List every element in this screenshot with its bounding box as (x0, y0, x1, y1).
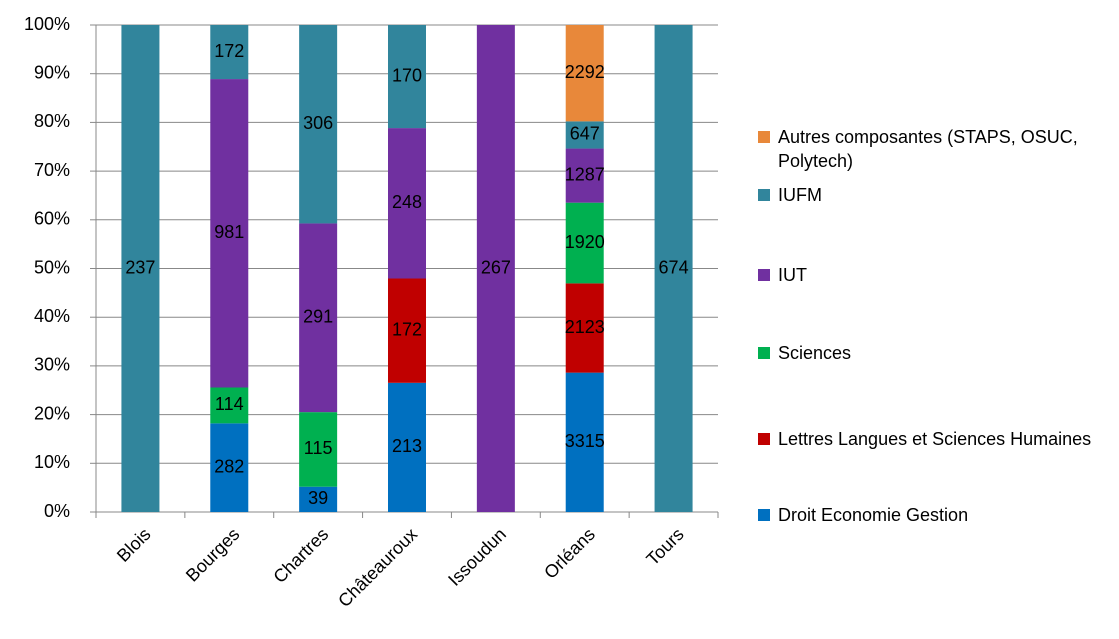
legend-item: IUT (758, 263, 1108, 287)
bar-segment (210, 25, 249, 80)
bar-segment (388, 278, 426, 383)
data-label: 267 (481, 257, 511, 277)
legend-item: Autres composantes (STAPS, OSUC, Polytec… (758, 125, 1108, 173)
bar-segment (210, 423, 249, 512)
x-tick-label: Blois (113, 524, 155, 566)
data-label: 248 (392, 192, 422, 212)
data-label: 291 (303, 307, 333, 327)
legend-item: Sciences (758, 341, 1108, 365)
bar-segment (210, 387, 249, 424)
legend-swatch (758, 189, 770, 201)
x-tick-label: Châteauroux (334, 524, 421, 611)
y-tick-label: 60% (34, 209, 70, 229)
y-tick-label: 10% (34, 452, 70, 472)
data-label: 237 (125, 257, 155, 277)
legend-label: Droit Economie Gestion (778, 505, 969, 525)
data-label: 172 (214, 41, 244, 61)
bar-segment (121, 25, 160, 512)
bar-segment (299, 412, 338, 487)
bar-segment (388, 25, 426, 129)
data-label: 170 (392, 65, 422, 85)
data-label: 172 (392, 319, 422, 339)
y-tick-label: 0% (44, 501, 70, 521)
data-label: 1287 (565, 164, 605, 184)
y-tick-label: 90% (34, 62, 70, 82)
y-tick-label: 40% (34, 306, 70, 326)
y-tick-label: 30% (34, 355, 70, 375)
y-tick-label: 100% (24, 14, 70, 34)
legend-swatch (758, 433, 770, 445)
legend-swatch (758, 269, 770, 281)
legend-label: IUFM (778, 185, 822, 205)
x-tick-label: Issoudun (444, 524, 510, 590)
data-label: 114 (215, 394, 244, 414)
y-tick-label: 80% (34, 111, 70, 131)
data-label: 647 (570, 124, 600, 144)
data-label: 2123 (565, 317, 605, 337)
data-label: 3315 (565, 431, 605, 451)
data-label: 213 (392, 436, 422, 456)
bar-segment (210, 79, 249, 388)
data-label: 1920 (565, 232, 605, 252)
bar-segment (299, 25, 338, 224)
bar-segment (565, 372, 604, 512)
bar-segment (654, 25, 693, 512)
data-label: 306 (303, 113, 333, 133)
bar-segment (299, 486, 338, 512)
data-label: 39 (308, 488, 328, 508)
bar-segment (565, 25, 604, 122)
bar-segment (299, 223, 338, 413)
bar-segment (476, 25, 515, 512)
data-label: 115 (304, 438, 333, 458)
data-label: 2292 (565, 62, 605, 82)
bar-segment (388, 382, 426, 512)
legend-label: IUT (778, 265, 807, 285)
legend-item: Droit Economie Gestion (758, 503, 1108, 527)
bar-segment (388, 128, 426, 279)
legend-item: IUFM (758, 183, 1108, 207)
bar-segment (565, 121, 604, 149)
legend-item: Lettres Langues et Sciences Humaines (758, 427, 1108, 451)
legend-swatch (758, 131, 770, 143)
legend-label: Lettres Langues et Sciences Humaines (778, 429, 1092, 449)
y-tick-label: 50% (34, 257, 70, 277)
bar-segment (565, 202, 604, 284)
y-tick-label: 70% (34, 160, 70, 180)
y-tick-label: 20% (34, 403, 70, 423)
x-tick-label: Orléans (540, 524, 599, 583)
x-tick-label: Bourges (182, 524, 244, 586)
bar-segment (565, 283, 604, 373)
data-label: 282 (214, 456, 244, 476)
legend-label: Autres composantes (STAPS, OSUC, Polytec… (778, 127, 1078, 171)
legend-swatch (758, 347, 770, 359)
data-label: 981 (214, 222, 244, 242)
x-tick-label: Tours (642, 524, 687, 569)
x-tick-label: Chartres (269, 524, 332, 587)
data-label: 674 (659, 257, 689, 277)
legend-label: Sciences (778, 343, 852, 363)
bar-segment (565, 148, 604, 203)
legend-swatch (758, 509, 770, 521)
